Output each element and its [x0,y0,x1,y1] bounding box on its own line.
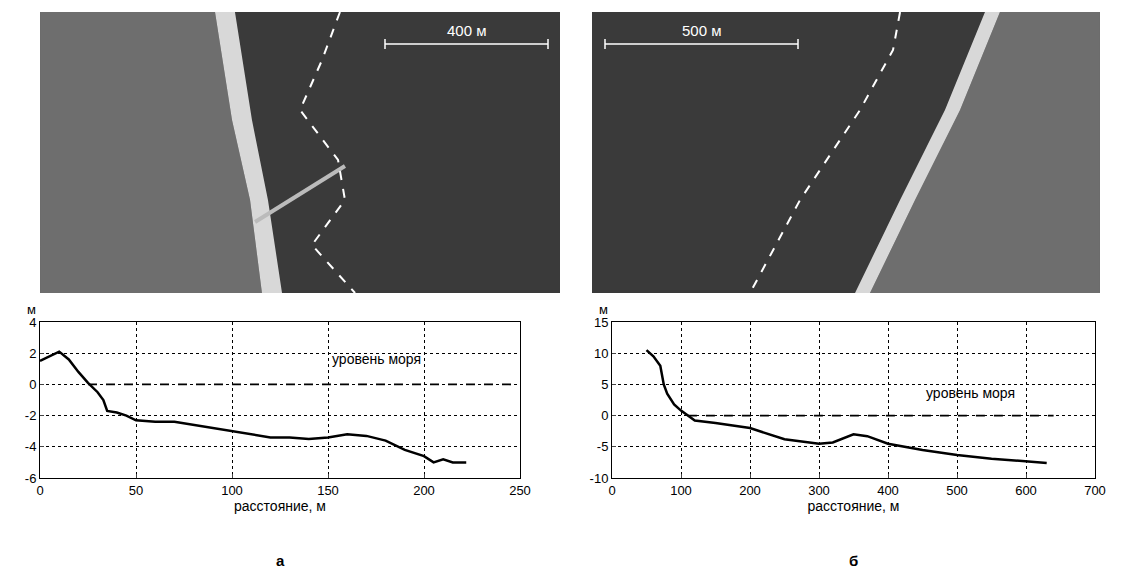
svg-text:б: б [849,552,858,569]
svg-text:500 м: 500 м [682,22,722,39]
svg-text:0: 0 [608,483,615,498]
svg-text:400: 400 [877,483,899,498]
svg-text:700: 700 [1084,483,1106,498]
svg-text:150: 150 [317,483,339,498]
svg-text:-4: -4 [25,439,37,454]
svg-text:600: 600 [1015,483,1037,498]
svg-text:400 м: 400 м [447,22,487,39]
svg-text:-6: -6 [25,471,37,486]
svg-text:100: 100 [221,483,243,498]
svg-text:50: 50 [129,483,143,498]
svg-text:2: 2 [29,346,36,361]
svg-text:-10: -10 [590,471,609,486]
svg-text:500: 500 [946,483,968,498]
svg-text:10: 10 [594,346,608,361]
svg-text:расстояние, м: расстояние, м [808,498,900,514]
svg-text:расстояние, м: расстояние, м [234,498,326,514]
svg-text:-5: -5 [597,439,609,454]
svg-text:200: 200 [413,483,435,498]
svg-text:5: 5 [601,377,608,392]
svg-text:м: м [27,302,36,317]
svg-text:уровень моря: уровень моря [926,385,1015,401]
svg-text:300: 300 [808,483,830,498]
svg-text:-2: -2 [25,408,37,423]
svg-text:а: а [276,552,285,569]
svg-text:уровень моря: уровень моря [332,351,421,367]
svg-text:100: 100 [670,483,692,498]
svg-text:15: 15 [594,315,608,330]
svg-text:250: 250 [509,483,531,498]
svg-text:0: 0 [29,377,36,392]
svg-text:м: м [599,302,608,317]
svg-text:0: 0 [601,408,608,423]
svg-text:200: 200 [739,483,761,498]
svg-text:0: 0 [36,483,43,498]
svg-text:4: 4 [29,315,36,330]
